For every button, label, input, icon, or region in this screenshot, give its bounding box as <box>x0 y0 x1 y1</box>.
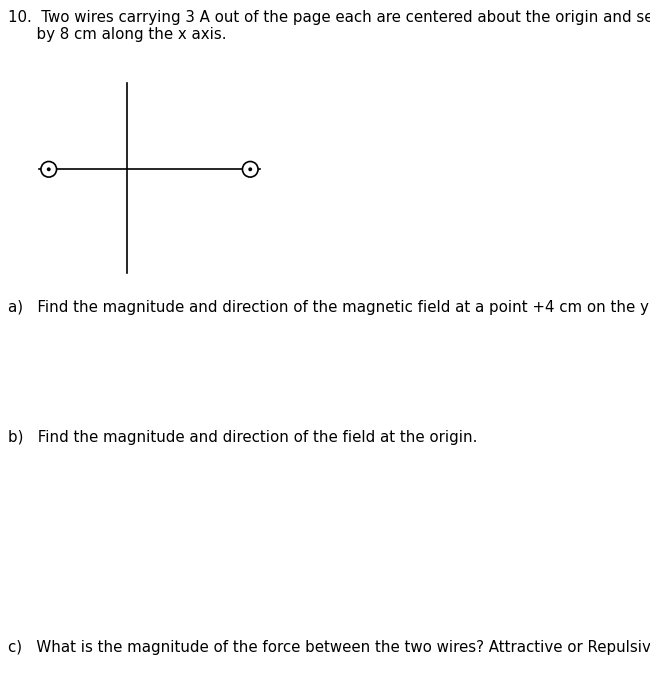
Text: c)   What is the magnitude of the force between the two wires? Attractive or Rep: c) What is the magnitude of the force be… <box>8 640 650 655</box>
Ellipse shape <box>242 162 258 177</box>
Text: 10.  Two wires carrying 3 A out of the page each are centered about the origin a: 10. Two wires carrying 3 A out of the pa… <box>8 10 650 25</box>
Text: by 8 cm along the x axis.: by 8 cm along the x axis. <box>8 27 226 42</box>
Text: b)   Find the magnitude and direction of the field at the origin.: b) Find the magnitude and direction of t… <box>8 430 477 445</box>
Ellipse shape <box>248 167 252 171</box>
Ellipse shape <box>47 167 51 171</box>
Text: a)   Find the magnitude and direction of the magnetic field at a point +4 cm on : a) Find the magnitude and direction of t… <box>8 300 650 315</box>
Ellipse shape <box>41 162 57 177</box>
